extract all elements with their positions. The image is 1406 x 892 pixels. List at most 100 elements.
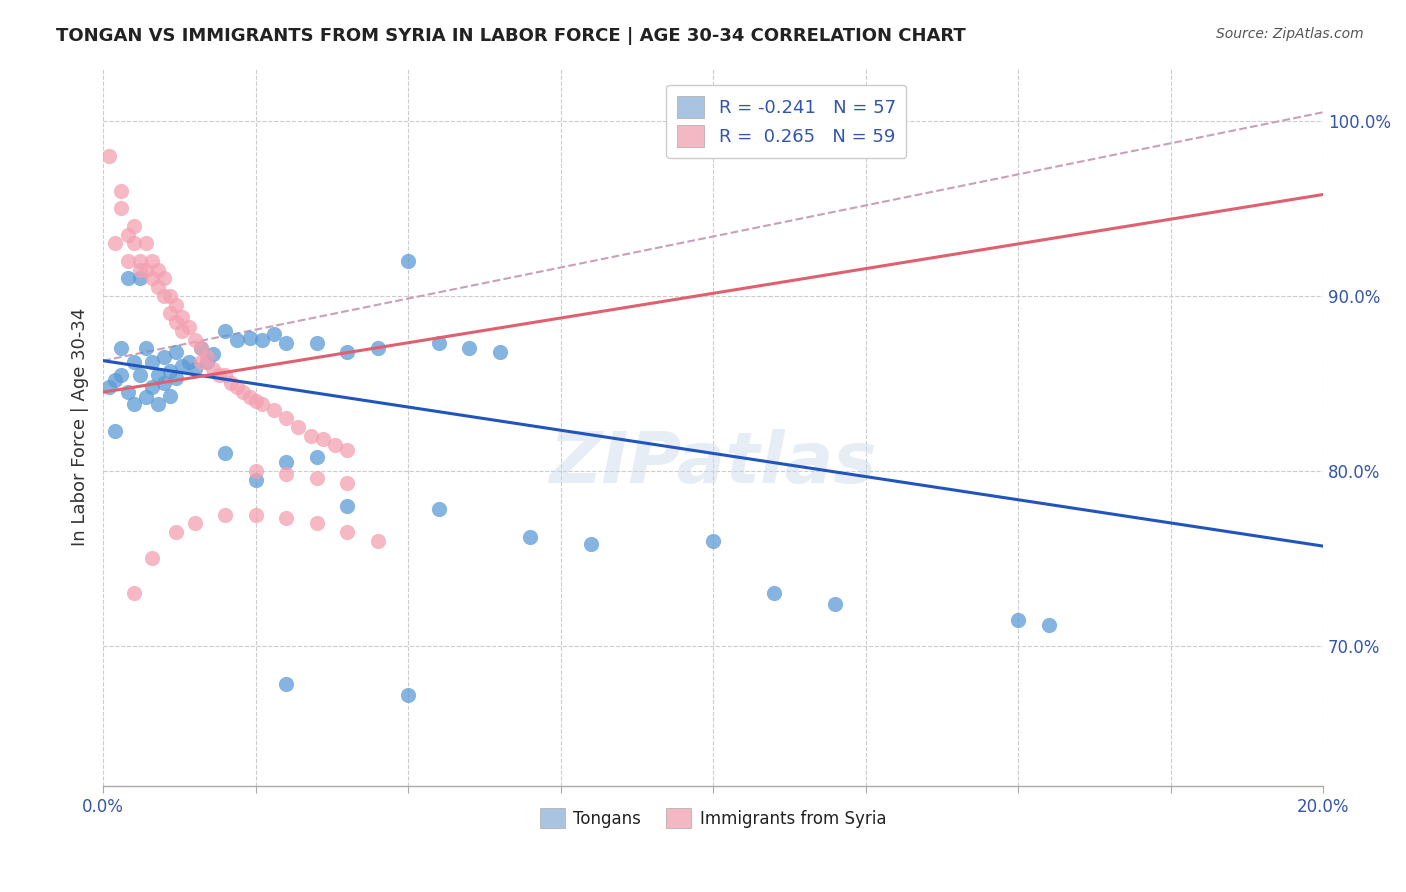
Point	[276, 511, 298, 525]
Point	[305, 336, 328, 351]
Point	[305, 450, 328, 464]
Text: ZIPatlas: ZIPatlas	[550, 428, 877, 498]
Point	[177, 355, 200, 369]
Point	[232, 385, 254, 400]
Text: Source: ZipAtlas.com: Source: ZipAtlas.com	[1216, 27, 1364, 41]
Point	[128, 368, 150, 382]
Point	[153, 350, 176, 364]
Point	[276, 467, 298, 482]
Point	[305, 516, 328, 531]
Point	[153, 289, 176, 303]
Point	[336, 476, 359, 491]
Point	[226, 333, 249, 347]
Point	[245, 393, 267, 408]
Point	[110, 202, 132, 216]
Point	[135, 391, 157, 405]
Point	[104, 373, 127, 387]
Point	[172, 324, 194, 338]
Point	[312, 433, 335, 447]
Point	[141, 551, 163, 566]
Point	[1007, 613, 1029, 627]
Point	[135, 342, 157, 356]
Point	[336, 442, 359, 457]
Point	[250, 333, 273, 347]
Point	[122, 219, 145, 233]
Point	[165, 525, 187, 540]
Point	[128, 254, 150, 268]
Point	[165, 345, 187, 359]
Point	[183, 333, 205, 347]
Point	[519, 530, 541, 544]
Point	[287, 420, 309, 434]
Point	[427, 502, 450, 516]
Point	[488, 345, 510, 359]
Point	[250, 397, 273, 411]
Point	[98, 149, 121, 163]
Point	[396, 688, 419, 702]
Point	[763, 586, 786, 600]
Point	[276, 336, 298, 351]
Point	[104, 236, 127, 251]
Point	[226, 380, 249, 394]
Point	[824, 597, 846, 611]
Point	[104, 424, 127, 438]
Point	[183, 516, 205, 531]
Point	[172, 359, 194, 373]
Point	[172, 310, 194, 324]
Point	[159, 364, 181, 378]
Point	[98, 380, 121, 394]
Point	[146, 262, 169, 277]
Point	[214, 446, 236, 460]
Text: TONGAN VS IMMIGRANTS FROM SYRIA IN LABOR FORCE | AGE 30-34 CORRELATION CHART: TONGAN VS IMMIGRANTS FROM SYRIA IN LABOR…	[56, 27, 966, 45]
Point	[396, 254, 419, 268]
Point	[276, 677, 298, 691]
Point	[141, 380, 163, 394]
Point	[702, 533, 724, 548]
Point	[135, 262, 157, 277]
Legend: Tongans, Immigrants from Syria: Tongans, Immigrants from Syria	[533, 801, 893, 835]
Point	[336, 525, 359, 540]
Point	[122, 586, 145, 600]
Point	[146, 368, 169, 382]
Point	[208, 368, 231, 382]
Point	[122, 397, 145, 411]
Point	[117, 227, 139, 242]
Point	[427, 336, 450, 351]
Point	[117, 254, 139, 268]
Point	[117, 271, 139, 285]
Point	[190, 342, 212, 356]
Point	[153, 271, 176, 285]
Point	[110, 342, 132, 356]
Point	[159, 389, 181, 403]
Point	[367, 342, 389, 356]
Point	[238, 331, 260, 345]
Point	[153, 376, 176, 391]
Point	[305, 471, 328, 485]
Point	[214, 324, 236, 338]
Point	[177, 320, 200, 334]
Point	[1038, 617, 1060, 632]
Point	[122, 236, 145, 251]
Point	[122, 355, 145, 369]
Point	[183, 362, 205, 376]
Point	[238, 391, 260, 405]
Point	[165, 298, 187, 312]
Point	[146, 280, 169, 294]
Point	[201, 346, 224, 360]
Point	[336, 345, 359, 359]
Point	[214, 368, 236, 382]
Point	[135, 236, 157, 251]
Point	[323, 437, 346, 451]
Point	[276, 455, 298, 469]
Y-axis label: In Labor Force | Age 30-34: In Labor Force | Age 30-34	[72, 308, 89, 546]
Point	[165, 315, 187, 329]
Point	[110, 368, 132, 382]
Point	[141, 271, 163, 285]
Point	[195, 350, 218, 364]
Point	[245, 473, 267, 487]
Point	[245, 508, 267, 522]
Point	[141, 355, 163, 369]
Point	[159, 306, 181, 320]
Point	[128, 271, 150, 285]
Point	[299, 429, 322, 443]
